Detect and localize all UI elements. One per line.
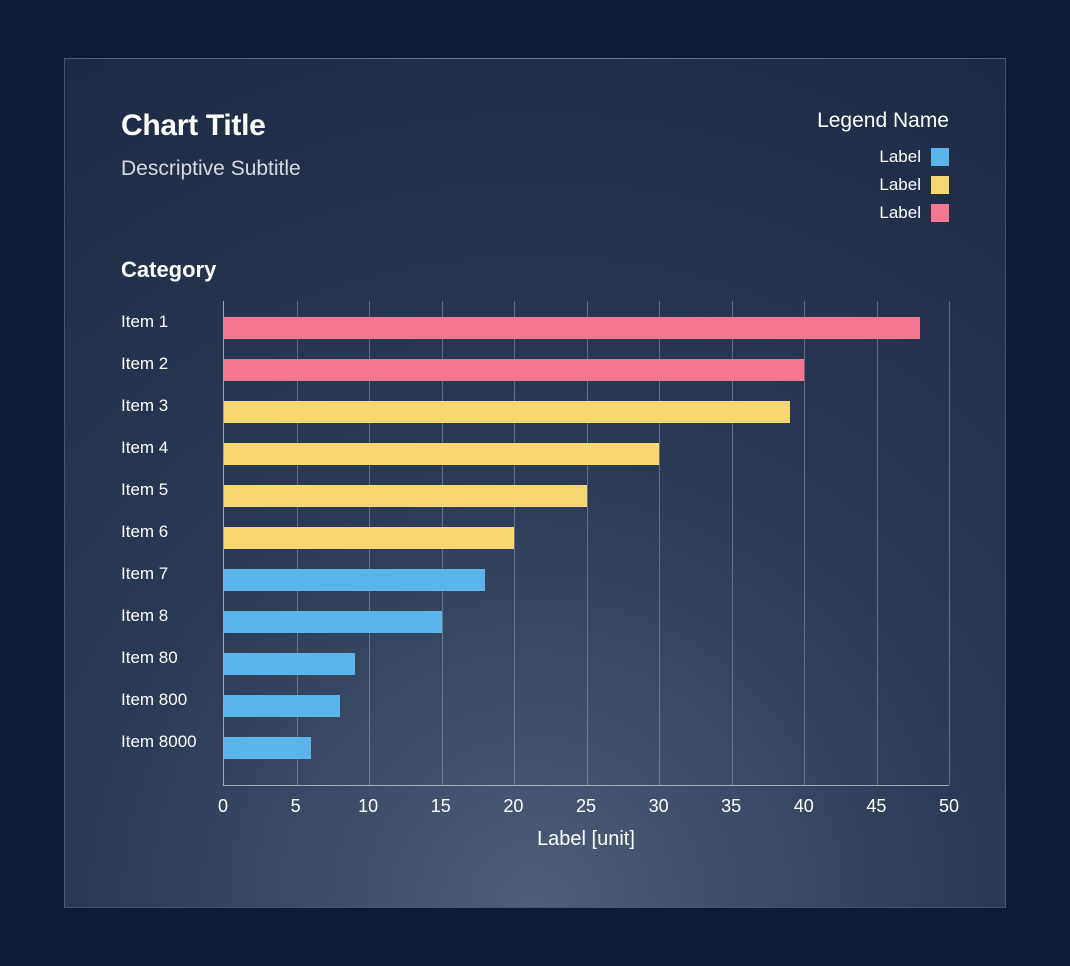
- bar: [224, 653, 355, 675]
- x-tick-label: 35: [721, 796, 741, 817]
- legend-item: Label: [879, 203, 949, 223]
- bar: [224, 317, 920, 339]
- x-tick-label: 5: [291, 796, 301, 817]
- y-axis-item-label: Item 1: [121, 301, 223, 343]
- bar: [224, 527, 514, 549]
- legend-item-label: Label: [879, 147, 921, 167]
- y-axis-item-label: Item 2: [121, 343, 223, 385]
- bar: [224, 695, 340, 717]
- legend-title: Legend Name: [817, 109, 949, 133]
- legend: Legend Name Label Label Label: [817, 109, 949, 223]
- legend-swatch: [931, 176, 949, 194]
- plot-wrap: 05101520253035404550 Label [unit]: [223, 301, 949, 851]
- y-axis-item-label: Item 3: [121, 385, 223, 427]
- y-axis-item-label: Item 800: [121, 679, 223, 721]
- x-tick-label: 0: [218, 796, 228, 817]
- bar-row: [224, 643, 949, 685]
- y-axis-item-label: Item 8000: [121, 721, 223, 763]
- x-tick-label: 40: [794, 796, 814, 817]
- x-tick-label: 15: [431, 796, 451, 817]
- x-tick-label: 50: [939, 796, 959, 817]
- legend-swatch: [931, 148, 949, 166]
- x-tick-label: 25: [576, 796, 596, 817]
- bar: [224, 569, 485, 591]
- bar: [224, 401, 790, 423]
- legend-items: Label Label Label: [817, 147, 949, 223]
- x-axis-ticks: 05101520253035404550: [223, 786, 949, 820]
- x-tick-label: 10: [358, 796, 378, 817]
- bar-row: [224, 433, 949, 475]
- legend-swatch: [931, 204, 949, 222]
- chart-header: Chart Title Descriptive Subtitle Legend …: [121, 109, 949, 223]
- legend-item: Label: [879, 175, 949, 195]
- y-axis-item-label: Item 80: [121, 637, 223, 679]
- x-tick-label: 20: [503, 796, 523, 817]
- y-axis-labels: Item 1Item 2Item 3Item 4Item 5Item 6Item…: [121, 301, 223, 763]
- bar: [224, 443, 659, 465]
- x-tick-label: 30: [649, 796, 669, 817]
- y-axis-item-label: Item 5: [121, 469, 223, 511]
- title-block: Chart Title Descriptive Subtitle: [121, 109, 301, 181]
- bar-row: [224, 475, 949, 517]
- x-axis-label: Label [unit]: [223, 828, 949, 851]
- category-axis-label: Category: [121, 257, 949, 283]
- bar-row: [224, 685, 949, 727]
- bars: [224, 301, 949, 769]
- bar-row: [224, 307, 949, 349]
- y-axis-item-label: Item 4: [121, 427, 223, 469]
- bar: [224, 737, 311, 759]
- y-axis-item-label: Item 7: [121, 553, 223, 595]
- chart-title: Chart Title: [121, 109, 301, 143]
- bar: [224, 359, 804, 381]
- gridline: [949, 301, 950, 785]
- bar: [224, 611, 442, 633]
- bar-row: [224, 349, 949, 391]
- bar-row: [224, 559, 949, 601]
- chart-subtitle: Descriptive Subtitle: [121, 157, 301, 181]
- plot: [223, 301, 949, 786]
- y-axis-item-label: Item 8: [121, 595, 223, 637]
- x-tick-label: 45: [866, 796, 886, 817]
- bar-row: [224, 517, 949, 559]
- bar-row: [224, 727, 949, 769]
- bar: [224, 485, 587, 507]
- y-axis-item-label: Item 6: [121, 511, 223, 553]
- chart-card: Chart Title Descriptive Subtitle Legend …: [64, 58, 1006, 908]
- legend-item-label: Label: [879, 175, 921, 195]
- bar-row: [224, 391, 949, 433]
- bar-row: [224, 601, 949, 643]
- legend-item: Label: [879, 147, 949, 167]
- legend-item-label: Label: [879, 203, 921, 223]
- chart-area: Item 1Item 2Item 3Item 4Item 5Item 6Item…: [121, 301, 949, 851]
